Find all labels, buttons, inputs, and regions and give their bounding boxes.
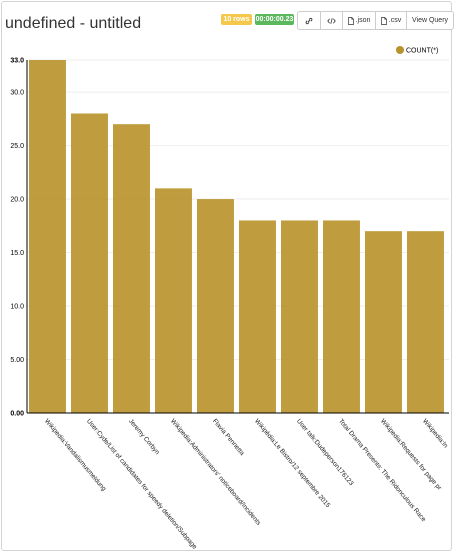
file-icon — [347, 16, 354, 25]
bar — [281, 220, 318, 413]
y-tick-label: 30.0 — [10, 90, 24, 97]
file-icon — [380, 16, 387, 25]
x-tick-label: Wikipedia:In — [421, 418, 449, 450]
bar — [155, 188, 192, 413]
y-tick-label: 10.0 — [10, 304, 24, 311]
view-query-button[interactable]: View Query — [411, 17, 449, 24]
json-label: .json — [355, 17, 371, 24]
action-button-group: .json .csv View Query — [297, 11, 454, 30]
copy-link-button[interactable] — [298, 12, 321, 29]
y-tick-label: 25.0 — [10, 143, 24, 150]
bar — [365, 231, 402, 413]
y-tick-label: 15.0 — [10, 250, 24, 257]
toolbar: 10 rows 00:00:00.23 .json .csv View Quer… — [0, 11, 455, 30]
bar — [29, 60, 66, 413]
bar — [239, 220, 276, 413]
export-csv-button[interactable]: .csv — [376, 12, 407, 29]
x-tick-label: Wikipédia:Le Bistro/12 septembre 2015 — [253, 418, 332, 510]
bar — [197, 199, 234, 413]
legend-label: COUNT(*) — [406, 48, 438, 55]
csv-label: .csv — [388, 17, 402, 24]
bar — [407, 231, 444, 413]
bar — [71, 113, 108, 413]
row-count-badge: 10 rows — [221, 14, 252, 25]
timer-badge: 00:00:00.23 — [255, 14, 294, 25]
x-tick-label: Jeremy Corbyn — [127, 418, 161, 457]
page-title: undefined - untitled — [5, 15, 142, 32]
code-icon — [327, 17, 336, 24]
y-tick-label: 5.00 — [10, 357, 24, 364]
y-tick-label: 33.0 — [10, 58, 24, 65]
link-icon — [305, 17, 313, 24]
bar — [323, 220, 360, 413]
bar — [113, 124, 150, 413]
embed-button[interactable] — [321, 12, 343, 29]
y-tick-label: 20.0 — [10, 197, 24, 204]
x-tick-label: Total Drama Presents: The Ridonculous Ra… — [337, 418, 427, 524]
x-tick-label: Flavia Pennetta — [211, 418, 246, 457]
x-tick-label: Wikipedia:Administrators' noticeboard/In… — [169, 418, 262, 528]
y-tick-label: 0.00 — [10, 411, 24, 418]
export-json-button[interactable]: .json — [343, 12, 376, 29]
legend-marker — [396, 46, 404, 54]
